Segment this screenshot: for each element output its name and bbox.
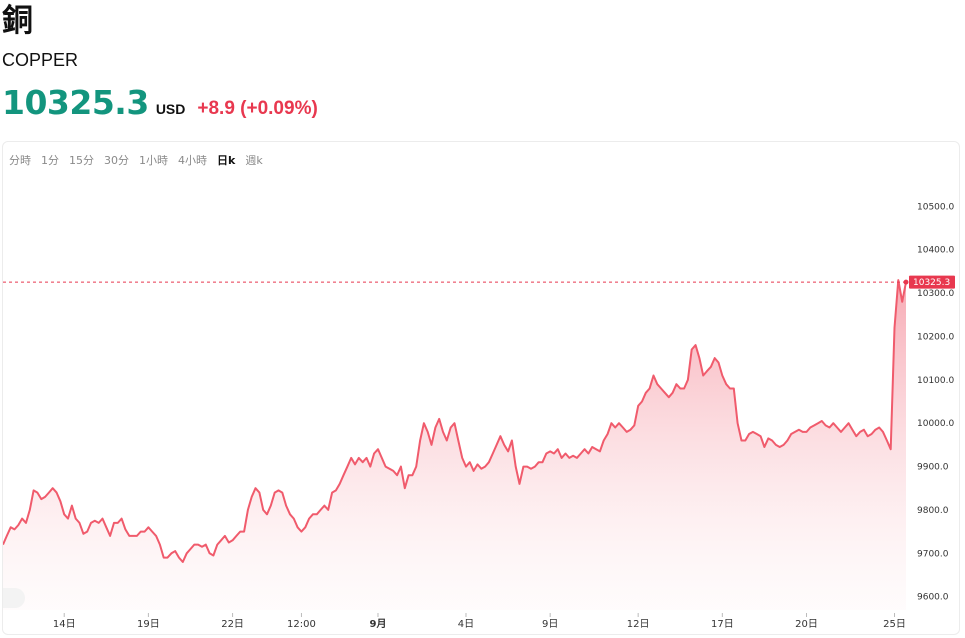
timeframe-tab-3[interactable]: 30分: [104, 154, 129, 167]
quote-row: 10325.3 USD +8.9 (+0.09%): [2, 83, 318, 123]
x-tick-label: 12:00: [287, 619, 316, 630]
x-tick-label: 12日: [627, 619, 650, 630]
y-tick-label: 9900.0: [917, 463, 949, 473]
timeframe-tab-5[interactable]: 4小時: [178, 154, 207, 167]
timeframe-tab-4[interactable]: 1小時: [139, 154, 168, 167]
x-tick-label: 14日: [53, 619, 76, 630]
y-tick-label: 9700.0: [917, 549, 949, 559]
chart-card: 9600.0 9700.0 9800.0 9900.0 10000.0 10100.0 10…: [2, 141, 960, 635]
price-chart[interactable]: 9600.0 9700.0 9800.0 9900.0 10000.0 10100.0 10…: [3, 142, 960, 635]
price-area: [3, 280, 906, 610]
x-axis: 14日 19日 22日 12:00 9月 4日 9日 12日 17日 20日 25日: [53, 613, 906, 630]
price-change: +8.9 (+0.09%): [197, 98, 318, 119]
y-tick-label: 9800.0: [917, 506, 949, 516]
x-tick-label: 19日: [137, 619, 160, 630]
x-tick-label: 4日: [458, 619, 474, 630]
timeframe-tab-6[interactable]: 日k: [217, 154, 236, 167]
y-axis: 9600.0 9700.0 9800.0 9900.0 10000.0 10100.0 10…: [917, 202, 954, 602]
last-price-tag: 10325.3: [909, 275, 955, 289]
y-tick-label: 10000.0: [917, 419, 954, 429]
y-tick-label: 10400.0: [917, 246, 954, 256]
timeframe-tab-7[interactable]: 週k: [245, 154, 263, 167]
last-price-dot: [903, 279, 909, 285]
y-tick-label: 9600.0: [917, 593, 949, 603]
current-price: 10325.3: [2, 83, 149, 122]
x-tick-label: 22日: [221, 619, 244, 630]
x-tick-label: 20日: [795, 619, 818, 630]
timeframe-tabs: 分時 1分 15分 30分 1小時 4小時 日k 週k: [9, 152, 273, 168]
y-tick-label: 10300.0: [917, 289, 954, 299]
last-price-label: 10325.3: [913, 278, 950, 288]
price-line: [3, 279, 907, 563]
chart-scroll-handle[interactable]: [3, 588, 25, 608]
timeframe-tab-1[interactable]: 1分: [41, 154, 59, 167]
x-tick-label: 25日: [883, 619, 906, 630]
commodity-title: 銅: [2, 3, 33, 39]
x-tick-label: 9月: [369, 618, 386, 630]
x-tick-label: 9日: [542, 619, 558, 630]
y-tick-label: 10100.0: [917, 376, 954, 386]
timeframe-tab-0[interactable]: 分時: [9, 154, 31, 167]
price-currency: USD: [155, 101, 186, 117]
y-tick-label: 10500.0: [917, 202, 954, 212]
timeframe-tab-2[interactable]: 15分: [69, 154, 94, 167]
x-tick-label: 17日: [711, 619, 734, 630]
y-tick-label: 10200.0: [917, 332, 954, 342]
commodity-symbol: COPPER: [2, 50, 79, 70]
